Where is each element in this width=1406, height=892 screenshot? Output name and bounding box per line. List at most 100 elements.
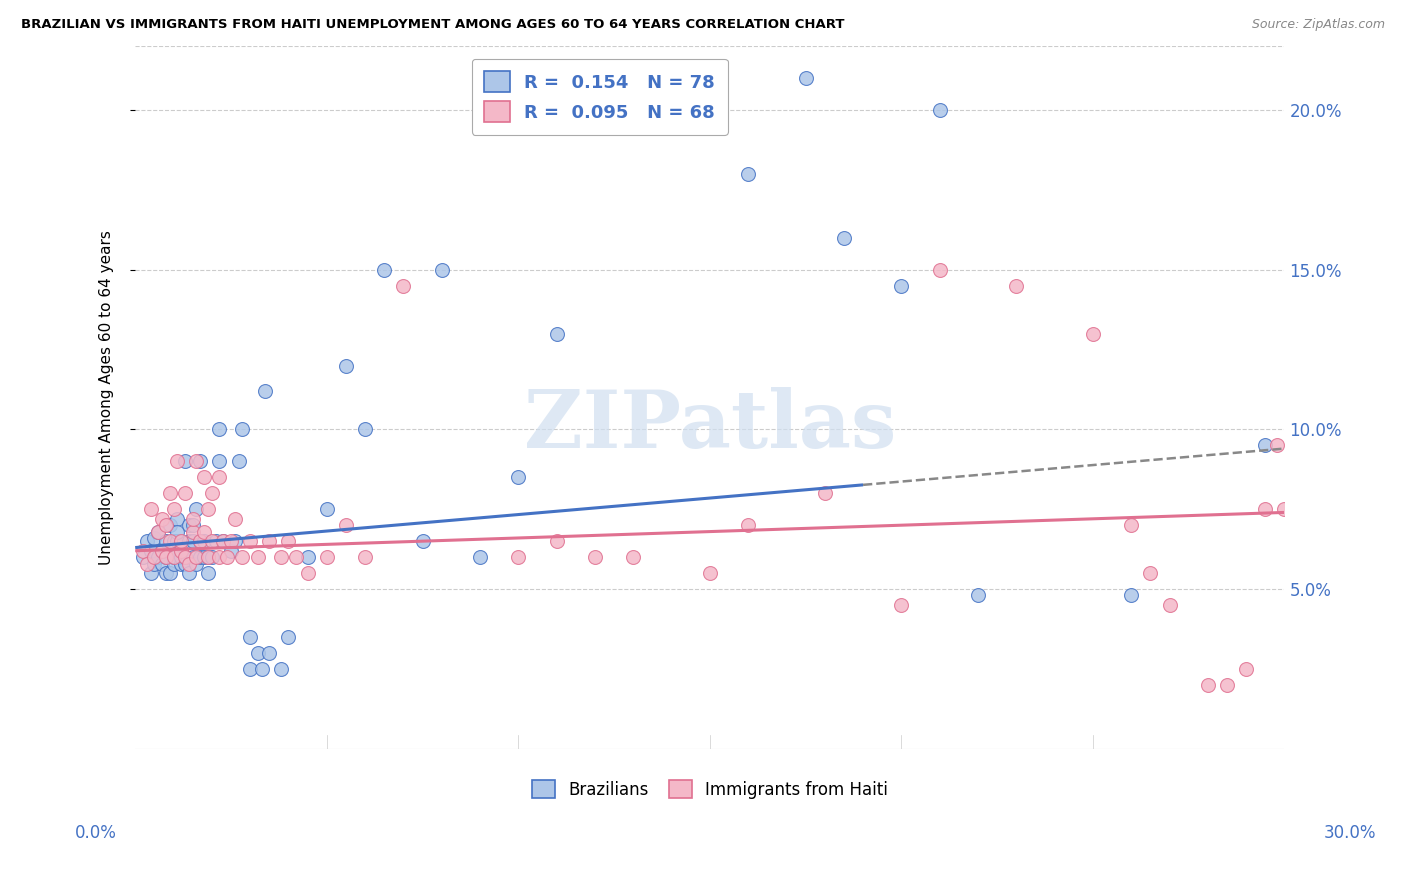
Point <box>204 534 226 549</box>
Point <box>159 566 181 580</box>
Point <box>699 566 721 580</box>
Point <box>181 518 204 533</box>
Point <box>139 502 162 516</box>
Point <box>150 543 173 558</box>
Point <box>212 534 235 549</box>
Point <box>277 630 299 644</box>
Point <box>411 534 433 549</box>
Point <box>1005 278 1028 293</box>
Point <box>188 534 211 549</box>
Point <box>737 167 759 181</box>
Point <box>132 550 155 565</box>
Point <box>150 557 173 571</box>
Point <box>814 486 837 500</box>
Point <box>143 531 166 545</box>
Point <box>155 518 177 533</box>
Point <box>166 512 188 526</box>
Point <box>186 454 208 468</box>
Point <box>297 550 319 565</box>
Point <box>1274 502 1296 516</box>
Point <box>373 262 395 277</box>
Point <box>259 534 281 549</box>
Point <box>508 550 530 565</box>
Point <box>155 534 177 549</box>
Point <box>1254 502 1277 516</box>
Point <box>208 454 231 468</box>
Point <box>188 534 211 549</box>
Point <box>212 534 235 549</box>
Point <box>193 470 215 484</box>
Point <box>315 502 337 516</box>
Point <box>335 359 357 373</box>
Point <box>193 534 215 549</box>
Point <box>166 454 188 468</box>
Point <box>174 550 197 565</box>
Point <box>1159 598 1181 612</box>
Point <box>201 486 224 500</box>
Point <box>186 502 208 516</box>
Point <box>162 502 184 516</box>
Point <box>174 557 197 571</box>
Point <box>239 534 262 549</box>
Point <box>197 550 219 565</box>
Point <box>224 512 246 526</box>
Point <box>170 543 193 558</box>
Point <box>174 486 197 500</box>
Point <box>188 454 211 468</box>
Point <box>148 550 170 565</box>
Point <box>177 566 200 580</box>
Point <box>155 550 177 565</box>
Point <box>231 422 253 436</box>
Point <box>259 646 281 660</box>
Point <box>270 662 292 676</box>
Point <box>1265 438 1288 452</box>
Point <box>1121 589 1143 603</box>
Point <box>150 543 173 558</box>
Point <box>508 470 530 484</box>
Point <box>794 71 817 86</box>
Point <box>270 550 292 565</box>
Point <box>392 278 415 293</box>
Point <box>148 524 170 539</box>
Point <box>1197 678 1219 692</box>
Text: Source: ZipAtlas.com: Source: ZipAtlas.com <box>1251 18 1385 31</box>
Point <box>737 518 759 533</box>
Point <box>135 557 157 571</box>
Point <box>967 589 990 603</box>
Point <box>832 231 855 245</box>
Point <box>246 550 269 565</box>
Point <box>181 534 204 549</box>
Point <box>208 550 231 565</box>
Point <box>170 543 193 558</box>
Point <box>468 550 491 565</box>
Point <box>162 550 184 565</box>
Point <box>228 454 250 468</box>
Point <box>546 326 568 341</box>
Point <box>254 384 277 398</box>
Point <box>583 550 606 565</box>
Point <box>250 662 273 676</box>
Point <box>177 518 200 533</box>
Point <box>181 550 204 565</box>
Point <box>166 524 188 539</box>
Point <box>177 534 200 549</box>
Point <box>174 454 197 468</box>
Legend: Brazilians, Immigrants from Haiti: Brazilians, Immigrants from Haiti <box>523 772 897 807</box>
Point <box>139 566 162 580</box>
Point <box>155 550 177 565</box>
Point <box>177 557 200 571</box>
Point <box>174 550 197 565</box>
Point <box>170 534 193 549</box>
Point <box>139 543 162 558</box>
Point <box>181 512 204 526</box>
Text: BRAZILIAN VS IMMIGRANTS FROM HAITI UNEMPLOYMENT AMONG AGES 60 TO 64 YEARS CORREL: BRAZILIAN VS IMMIGRANTS FROM HAITI UNEMP… <box>21 18 845 31</box>
Point <box>162 550 184 565</box>
Point <box>186 550 208 565</box>
Point <box>239 630 262 644</box>
Point <box>1254 438 1277 452</box>
Point <box>181 524 204 539</box>
Point <box>219 534 242 549</box>
Point <box>193 550 215 565</box>
Point <box>217 550 239 565</box>
Point <box>285 550 308 565</box>
